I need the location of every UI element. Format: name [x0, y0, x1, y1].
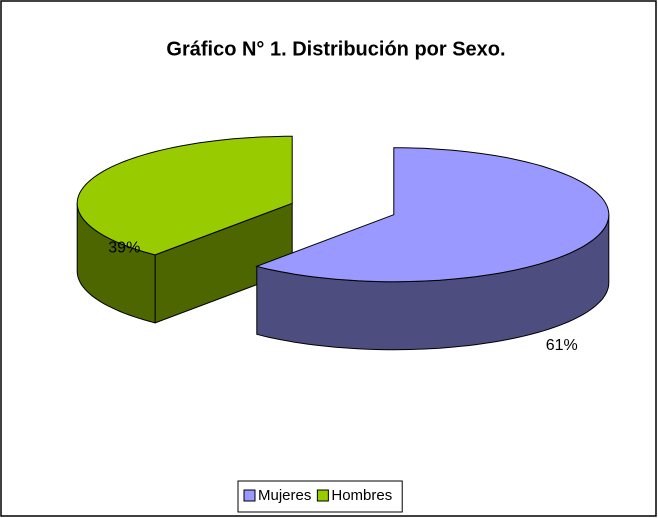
legend-swatch: [316, 489, 329, 502]
data-label: 39%: [108, 239, 140, 256]
slice-top: [255, 147, 610, 283]
chart-title: Gráfico N° 1. Distribución por Sexo.: [166, 38, 505, 60]
pie: 39% 61%: [76, 135, 610, 354]
data-label: 61%: [546, 337, 578, 354]
legend-label: Hombres: [331, 487, 392, 504]
legend-label: Mujeres: [258, 487, 311, 504]
slice-top: [76, 135, 293, 256]
legend: Mujeres Hombres: [237, 480, 403, 513]
legend-swatch: [243, 489, 256, 502]
